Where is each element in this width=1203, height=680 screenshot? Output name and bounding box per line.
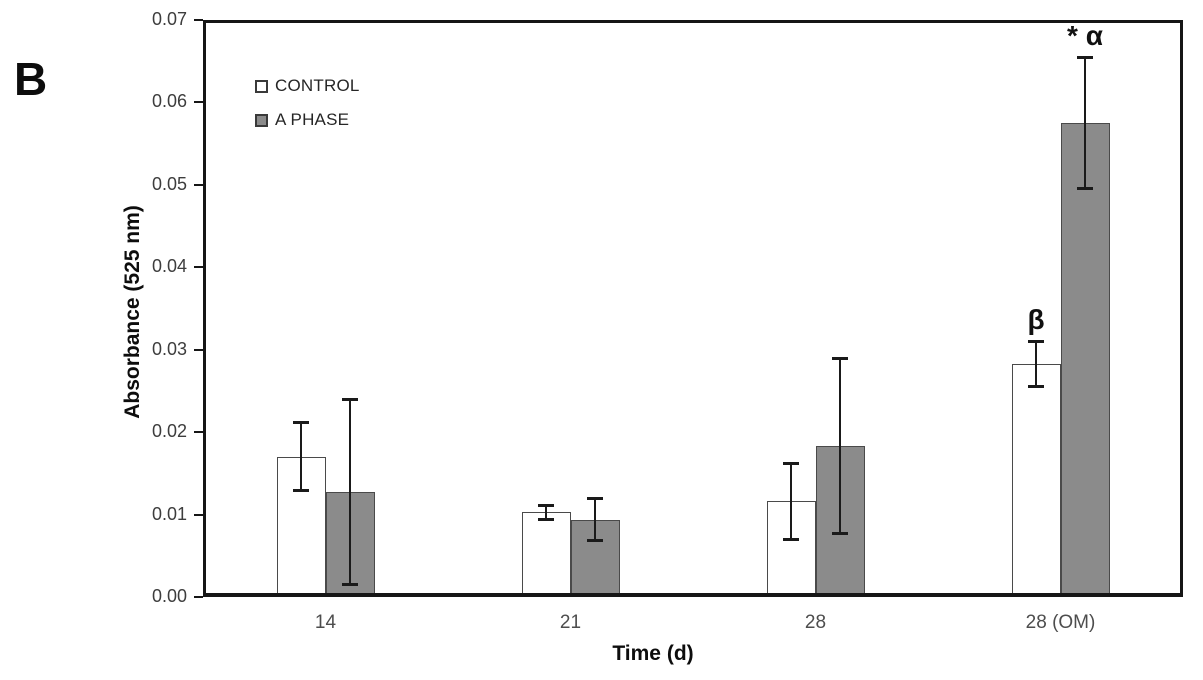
error-cap-top — [1028, 339, 1044, 343]
y-tick-mark — [194, 513, 203, 516]
error-cap-bottom — [1028, 384, 1044, 388]
y-tick-label: 0.03 — [151, 338, 187, 359]
y-tick-label: 0.01 — [151, 503, 187, 524]
error-cap-bottom — [1077, 186, 1093, 190]
y-tick-label: 0.04 — [151, 256, 187, 277]
y-tick-mark — [194, 348, 203, 351]
error-cap-top — [538, 503, 554, 507]
x-tick-label: 28 — [804, 612, 827, 633]
y-tick-label: 0.02 — [151, 421, 187, 442]
y-tick-mark — [194, 431, 203, 434]
legend-item-control: CONTROL — [255, 76, 360, 96]
error-cap-top — [587, 497, 603, 501]
y-tick-mark — [194, 596, 203, 598]
legend: CONTROL A PHASE — [255, 76, 360, 144]
y-axis-title: Absorbance (525 nm) — [121, 205, 144, 419]
error-bar-control-14 — [300, 422, 302, 492]
error-bar-a-phase-21 — [594, 498, 596, 541]
legend-marker-control — [255, 79, 268, 93]
legend-marker-a-phase — [255, 113, 268, 127]
error-bar-a-phase-28 — [839, 357, 841, 535]
bar-control-28-om — [1011, 363, 1061, 597]
y-tick-label: 0.05 — [151, 173, 187, 194]
error-cap-bottom — [587, 538, 603, 542]
error-cap-top — [783, 461, 799, 465]
x-tick-label: 14 — [314, 612, 337, 633]
error-cap-top — [293, 421, 309, 425]
error-cap-top — [832, 356, 848, 360]
y-tick-label: 0.00 — [151, 586, 187, 606]
error-bar-control-21 — [545, 504, 547, 520]
error-cap-bottom — [538, 517, 554, 521]
y-tick-mark — [194, 19, 203, 21]
y-tick-mark — [194, 266, 203, 269]
y-tick-mark — [194, 183, 203, 186]
bar-control-21 — [521, 512, 571, 597]
error-cap-top — [342, 398, 358, 402]
x-axis-title: Time (d) — [612, 642, 694, 665]
error-cap-bottom — [783, 538, 799, 542]
error-bar-a-phase-14 — [349, 399, 351, 586]
y-tick-label: 0.06 — [151, 91, 187, 112]
legend-label-a-phase: A PHASE — [275, 110, 350, 129]
bar-a-phase-28-om — [1060, 123, 1110, 597]
significance-annotation-control-28-om: β — [1027, 303, 1045, 335]
y-tick-mark — [194, 101, 203, 104]
significance-annotation-a-phase-28-om: * α — [1067, 20, 1103, 52]
error-bar-a-phase-28-om — [1084, 57, 1086, 189]
legend-item-a-phase: A PHASE — [255, 110, 360, 130]
panel-label: B — [14, 53, 49, 105]
error-bar-control-28 — [790, 462, 792, 541]
x-tick-label: 21 — [559, 612, 582, 633]
y-tick-label: 0.07 — [151, 9, 187, 29]
plot-area: 0.00 0.01 0.02 0.03 0.04 0.05 0.06 0.07 14 21 28 2… — [152, 9, 1183, 633]
legend-label-control: CONTROL — [275, 76, 360, 95]
error-cap-bottom — [832, 532, 848, 536]
error-cap-bottom — [342, 583, 358, 587]
error-cap-bottom — [293, 489, 309, 493]
error-bar-control-28-om — [1035, 340, 1037, 387]
error-cap-top — [1077, 56, 1093, 60]
x-tick-label: 28 (OM) — [1025, 612, 1096, 633]
